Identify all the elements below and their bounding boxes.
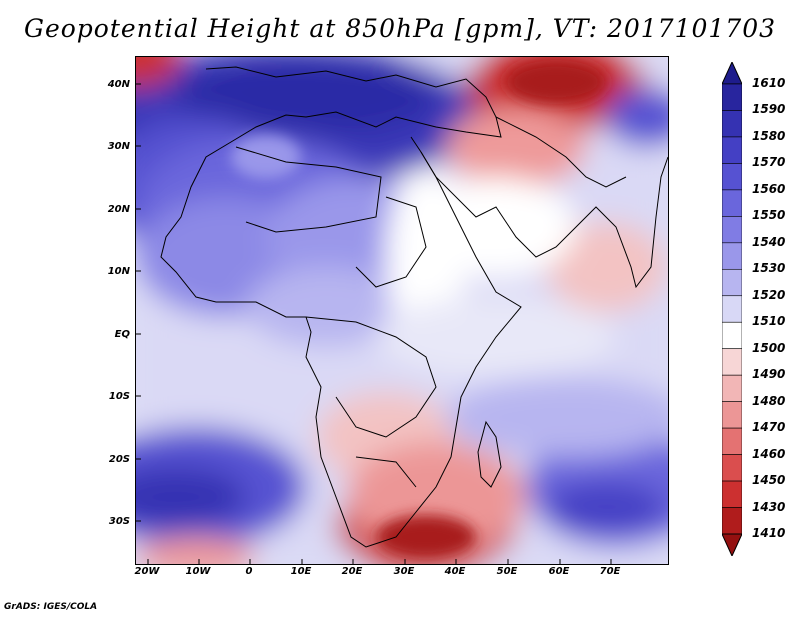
lon-label: 60E	[548, 566, 570, 577]
height-field	[136, 57, 668, 564]
colorbar-level-label: 1580	[752, 128, 786, 143]
colorbar-bin	[722, 83, 742, 111]
colorbar-level-label: 1530	[752, 261, 786, 276]
lon-label: 50E	[496, 566, 518, 577]
colorbar-bin	[722, 401, 742, 429]
colorbar-bin	[722, 374, 742, 402]
colorbar-level-label: 1510	[752, 314, 786, 329]
geopotential-height-map	[135, 56, 669, 565]
lat-label: 40N	[107, 79, 130, 90]
colorbar-cap-top	[722, 62, 742, 85]
lat-label: 10S	[108, 391, 130, 402]
colorbar-bin	[722, 189, 742, 217]
colorbar-bin	[722, 110, 742, 138]
colorbar-level-label: 1570	[752, 155, 786, 170]
colorbar-bin	[722, 480, 742, 508]
lon-label: 10E	[290, 566, 312, 577]
colorbar-level-label: 1590	[752, 102, 786, 117]
colorbar-bin	[722, 507, 742, 535]
colorbar-level-label: 1560	[752, 181, 786, 196]
lat-label: EQ	[114, 329, 130, 340]
colorbar-level-label: 1500	[752, 340, 786, 355]
height-field-detail	[231, 60, 606, 559]
colorbar-cap-bottom	[722, 533, 742, 556]
colorbar-bin	[722, 295, 742, 323]
lon-label: 40E	[444, 566, 466, 577]
lat-label: 10N	[107, 266, 130, 277]
colorbar-level-label: 1430	[752, 499, 786, 514]
chart-title: Geopotential Height at 850hPa [gpm], VT:…	[23, 14, 777, 43]
lon-label: 70E	[599, 566, 621, 577]
lon-label: 20W	[134, 566, 160, 577]
colorbar-level-label: 1550	[752, 208, 786, 223]
lat-label: 30N	[107, 141, 130, 152]
footer-credit: GrADS: IGES/COLA	[4, 602, 98, 612]
colorbar-level-label: 1540	[752, 234, 786, 249]
colorbar	[722, 62, 742, 556]
colorbar-level-label: 1450	[752, 473, 786, 488]
lat-label: 20S	[108, 454, 130, 465]
colorbar-bin	[722, 163, 742, 191]
colorbar-level-label: 1470	[752, 420, 786, 435]
colorbar-bin	[722, 454, 742, 482]
lon-label: 30E	[393, 566, 415, 577]
lat-label: 20N	[107, 204, 130, 215]
colorbar-bin	[722, 427, 742, 455]
colorbar-level-label: 1520	[752, 287, 786, 302]
lat-label: 30S	[108, 516, 130, 527]
colorbar-level-label: 1460	[752, 446, 786, 461]
colorbar-level-label: 1610	[752, 76, 786, 90]
lon-label: 20E	[341, 566, 363, 577]
colorbar-level-label: 1410	[752, 526, 786, 540]
colorbar-bin	[722, 136, 742, 164]
lon-label: 0	[245, 566, 253, 577]
colorbar-level-label: 1490	[752, 367, 786, 382]
colorbar-bin	[722, 348, 742, 376]
colorbar-bin	[722, 268, 742, 297]
colorbar-level-label: 1480	[752, 393, 786, 408]
colorbar-bin	[722, 216, 742, 244]
colorbar-bin	[722, 321, 742, 350]
coastlines	[160, 66, 668, 548]
lon-label: 10W	[185, 566, 211, 577]
colorbar-bin	[722, 242, 742, 270]
tick-marks	[136, 83, 612, 564]
map-canvas	[136, 57, 668, 564]
